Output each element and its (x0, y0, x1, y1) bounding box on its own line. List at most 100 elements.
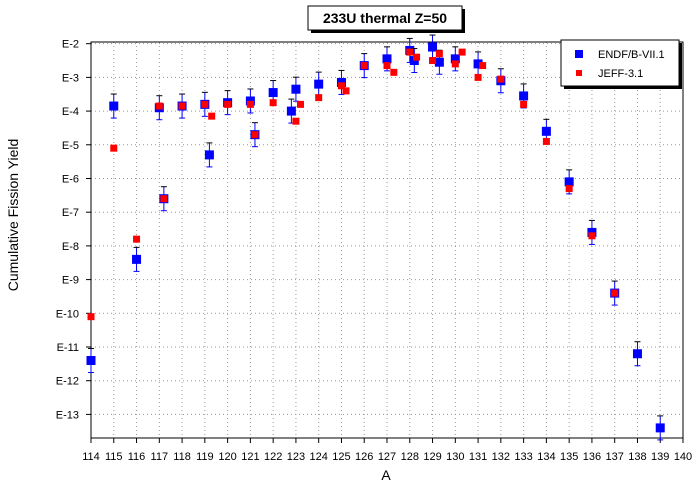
chart-title: 233U thermal Z=50 (307, 5, 465, 33)
data-point (406, 48, 414, 56)
x-tick-label: 137 (606, 451, 624, 463)
data-point (497, 75, 505, 83)
x-tick-label: 123 (287, 451, 305, 463)
data-point (292, 117, 300, 125)
data-point (132, 254, 142, 264)
x-tick-label: 124 (310, 451, 328, 463)
data-point (315, 94, 323, 102)
x-tick-label: 129 (423, 451, 441, 463)
y-tick-label: E-11 (57, 342, 79, 354)
x-tick-label: 132 (492, 451, 510, 463)
y-tick-label: E-8 (62, 241, 79, 253)
data-point (655, 423, 665, 433)
data-point (286, 106, 296, 116)
data-point (110, 144, 118, 152)
data-point (204, 150, 214, 160)
data-point (314, 79, 324, 89)
data-point (632, 349, 642, 359)
x-tick-label: 134 (537, 451, 555, 463)
x-axis: 114 115 116 117 118 119 120 121 122 123 124 125 126 1… (82, 438, 692, 463)
data-point (588, 232, 596, 240)
y-tick-label: E-5 (62, 140, 79, 152)
data-point (360, 62, 368, 70)
x-tick-label: 114 (82, 451, 100, 463)
data-point (474, 73, 482, 81)
data-point (519, 91, 529, 101)
data-point (268, 88, 278, 98)
y-tick-label: E-2 (62, 39, 79, 51)
y-tick-label: E-13 (56, 409, 79, 421)
grid-lines (91, 42, 683, 438)
data-point (87, 313, 95, 321)
data-point (337, 82, 345, 90)
data-point (390, 68, 398, 76)
x-tick-label: 116 (128, 451, 146, 463)
chart-title-text: 233U thermal Z=50 (323, 10, 447, 26)
x-tick-label: 119 (196, 451, 214, 463)
data-point (296, 100, 304, 108)
data-point (479, 62, 487, 70)
legend-box-shadow-right (679, 43, 682, 89)
data-point (208, 112, 216, 120)
data-point (611, 289, 619, 297)
series-1 (87, 48, 619, 321)
x-tick-label: 138 (628, 451, 646, 463)
data-point (435, 50, 443, 58)
data-point (565, 185, 573, 193)
series-layer (86, 34, 665, 441)
y-tick-label: E-9 (62, 275, 79, 287)
legend-label-jeff: JEFF-3.1 (598, 68, 643, 80)
data-point (383, 62, 391, 70)
data-point (520, 100, 528, 108)
y-axis: E-2 E-3 E-4 E-5 E-6 E-7 E-8 E-9 E-10 E-11 E-12 E-13 (56, 39, 91, 421)
x-tick-label: 139 (651, 451, 669, 463)
data-point (450, 54, 460, 64)
x-tick-label: 122 (264, 451, 282, 463)
legend-marker-endf (575, 50, 583, 58)
data-point (178, 102, 186, 110)
y-tick-label: E-7 (62, 207, 79, 219)
data-point (86, 355, 96, 365)
data-point (458, 48, 466, 56)
data-point (473, 59, 483, 69)
data-point (160, 195, 168, 203)
data-point (246, 100, 254, 108)
x-tick-label: 117 (151, 451, 169, 463)
data-point (224, 100, 232, 108)
legend: ENDF/B-VII.1 JEFF-3.1 (560, 39, 682, 89)
x-tick-label: 128 (401, 451, 419, 463)
legend-label-endf: ENDF/B-VII.1 (598, 49, 665, 61)
y-tick-label: E-4 (62, 106, 79, 118)
data-point (342, 87, 350, 95)
data-point (291, 84, 301, 94)
x-tick-label: 127 (378, 451, 396, 463)
title-box-shadow-bottom (311, 30, 465, 33)
legend-box (560, 39, 680, 87)
data-point (251, 131, 259, 139)
x-tick-label: 133 (514, 451, 532, 463)
y-tick-label: E-12 (56, 376, 79, 388)
data-point (201, 100, 209, 108)
x-tick-label: 126 (355, 451, 373, 463)
legend-marker-jeff (576, 70, 582, 76)
data-point (155, 102, 163, 110)
data-point (429, 57, 437, 65)
data-point (542, 137, 550, 145)
y-tick-label: E-6 (62, 173, 79, 185)
x-tick-label: 135 (560, 451, 578, 463)
data-point (451, 60, 459, 68)
data-point (428, 42, 438, 52)
legend-box-shadow-bottom (564, 86, 682, 89)
x-tick-label: 120 (218, 451, 236, 463)
x-tick-label: 136 (583, 451, 601, 463)
x-tick-label: 131 (469, 451, 487, 463)
y-axis-title: Cumulative Fission Yield (5, 139, 21, 292)
x-tick-label: 125 (332, 451, 350, 463)
data-point (133, 235, 141, 243)
data-point (413, 53, 421, 61)
data-point (109, 101, 119, 111)
x-tick-label: 115 (105, 451, 123, 463)
data-point (269, 99, 277, 107)
y-tick-label: E-10 (56, 308, 79, 320)
